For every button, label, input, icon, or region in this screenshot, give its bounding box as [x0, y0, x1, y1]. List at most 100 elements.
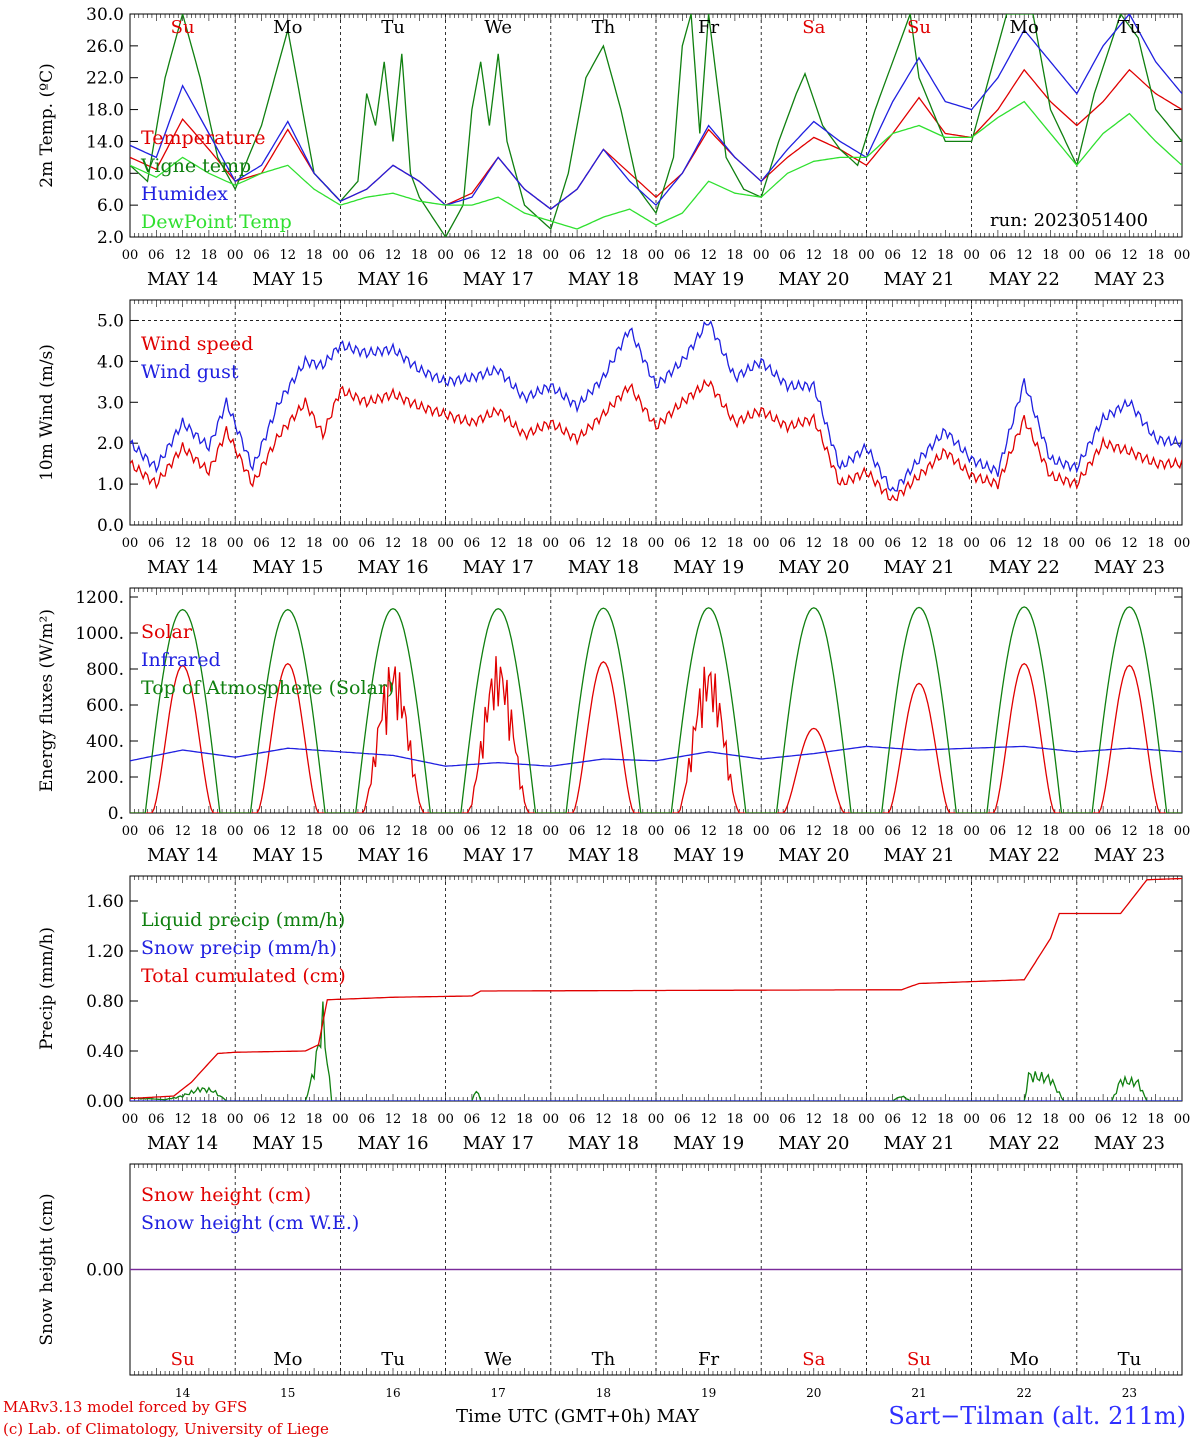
hour-tick-label: 12	[1016, 248, 1033, 263]
hour-tick-label: 18	[621, 824, 638, 839]
hour-tick-label: 12	[595, 536, 612, 551]
hour-tick-label: 06	[990, 536, 1007, 551]
y-tick-label: 1.0	[97, 475, 124, 495]
series-line	[130, 745, 1182, 767]
legend-entry: Wind speed	[141, 333, 253, 355]
series-line	[130, 606, 1182, 813]
y-axis-label: Energy fluxes (W/m²)	[37, 609, 57, 792]
y-axis-label: 2m Temp. (ºC)	[37, 63, 57, 188]
hour-tick-label: 18	[937, 536, 954, 551]
hour-tick-label: 06	[779, 536, 796, 551]
hour-tick-label: 00	[122, 824, 139, 839]
hour-tick-label: 06	[1095, 824, 1112, 839]
date-label: MAY 14	[147, 557, 218, 578]
date-label: MAY 22	[989, 845, 1060, 866]
hour-tick-label: 06	[674, 536, 691, 551]
hour-tick-label: 12	[385, 536, 402, 551]
plot-frame	[129, 299, 1183, 526]
hour-tick-label: 00	[1069, 1112, 1086, 1127]
legend-entry: Snow height (cm W.E.)	[141, 1212, 359, 1234]
hour-tick-label: 00	[122, 1112, 139, 1127]
date-label: MAY 15	[252, 269, 323, 290]
hour-tick-label: 00	[1174, 248, 1191, 263]
hour-tick-label: 00	[963, 1112, 980, 1127]
hour-tick-label: 12	[911, 824, 928, 839]
y-tick-label: 5.0	[97, 311, 124, 331]
series-group	[130, 320, 1182, 502]
y-tick-label: 1200.	[75, 588, 124, 608]
day-name: Tu	[381, 1349, 405, 1370]
hour-tick-label: 18	[727, 248, 744, 263]
series-line	[130, 14, 1182, 237]
day-number: 14	[175, 1386, 191, 1400]
hour-tick-label: 12	[280, 536, 297, 551]
hour-tick-label: 18	[201, 248, 218, 263]
y-tick-label: 14.0	[86, 132, 124, 152]
hour-tick-label: 06	[148, 1112, 165, 1127]
day-name: Mo	[273, 1349, 302, 1370]
hour-tick-label: 18	[516, 1112, 533, 1127]
day-name: Su	[907, 17, 931, 38]
day-name: Tu	[381, 17, 405, 38]
hour-tick-label: 18	[306, 248, 323, 263]
date-label: MAY 21	[883, 557, 954, 578]
hour-tick-label: 12	[385, 1112, 402, 1127]
hour-tick-label: 06	[569, 248, 586, 263]
hour-tick-label: 12	[911, 536, 928, 551]
legend-entry: Total cumulated (cm)	[141, 965, 346, 987]
hour-tick-label: 12	[911, 248, 928, 263]
date-label: MAY 20	[778, 269, 849, 290]
hour-tick-label: 12	[700, 1112, 717, 1127]
hour-tick-label: 06	[1095, 536, 1112, 551]
hour-tick-label: 06	[464, 248, 481, 263]
run-label: run: 2023051400	[990, 210, 1149, 231]
day-number: 23	[1122, 1386, 1137, 1400]
y-tick-label: 26.0	[86, 37, 124, 57]
hour-tick-label: 18	[1147, 248, 1164, 263]
hour-tick-label: 06	[464, 824, 481, 839]
day-name: Tu	[1118, 17, 1142, 38]
hour-tick-label: 18	[1147, 824, 1164, 839]
hour-tick-label: 06	[464, 536, 481, 551]
hour-tick-label: 00	[753, 1112, 770, 1127]
day-name: Sa	[802, 1349, 825, 1370]
hour-tick-label: 06	[148, 824, 165, 839]
hour-tick-label: 12	[1121, 1112, 1138, 1127]
hour-tick-label: 00	[543, 1112, 560, 1127]
y-tick-label: 0.0	[97, 516, 124, 536]
hour-tick-label: 00	[858, 824, 875, 839]
day-number: 18	[596, 1386, 611, 1400]
hour-tick-label: 00	[227, 824, 244, 839]
legend-entry: Vigne temp	[140, 155, 251, 177]
y-tick-label: 10.0	[86, 164, 124, 184]
hour-tick-label: 06	[358, 248, 375, 263]
hour-tick-label: 00	[332, 824, 349, 839]
hour-tick-label: 06	[358, 536, 375, 551]
hour-tick-label: 06	[253, 248, 270, 263]
hour-tick-label: 12	[280, 248, 297, 263]
hour-tick-label: 18	[1042, 536, 1059, 551]
y-tick-label: 0.80	[86, 992, 124, 1012]
y-axis-label: Snow height (cm)	[37, 1193, 57, 1345]
y-tick-label: 30.0	[86, 5, 124, 25]
hour-tick-label: 18	[937, 1112, 954, 1127]
hour-tick-label: 18	[411, 824, 428, 839]
hour-tick-label: 06	[779, 824, 796, 839]
y-tick-label: 1.60	[86, 892, 124, 912]
hour-tick-label: 06	[1095, 1112, 1112, 1127]
model-credit: MARv3.13 model forced by GFS	[3, 1398, 248, 1416]
y-tick-label: 600.	[86, 696, 124, 716]
hour-tick-label: 12	[595, 824, 612, 839]
date-label: MAY 17	[463, 845, 534, 866]
date-label: MAY 21	[883, 845, 954, 866]
day-name: We	[484, 17, 512, 38]
date-label: MAY 16	[357, 1133, 428, 1154]
date-label: MAY 21	[883, 269, 954, 290]
day-name: Mo	[1010, 17, 1039, 38]
x-axis-title: Time UTC (GMT+0h) MAY	[456, 1406, 700, 1427]
date-label: MAY 22	[989, 557, 1060, 578]
lab-credit: (c) Lab. of Climatology, University of L…	[3, 1420, 329, 1438]
legend-entry: Temperature	[141, 127, 265, 149]
hour-tick-label: 12	[174, 824, 191, 839]
date-label: MAY 19	[673, 1133, 744, 1154]
